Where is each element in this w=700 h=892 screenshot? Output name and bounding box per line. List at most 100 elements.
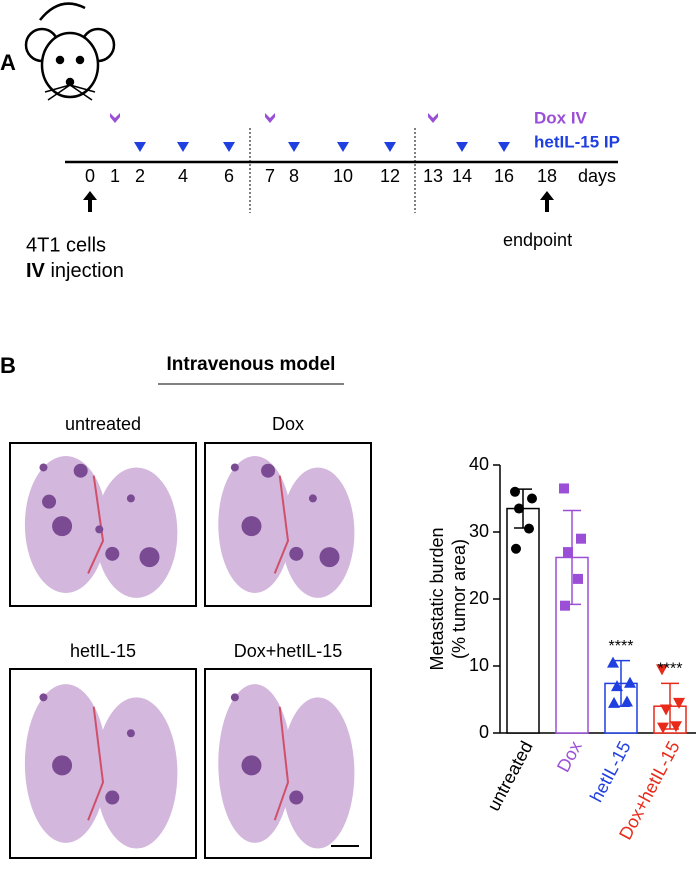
end-arrow	[540, 191, 554, 200]
lobe	[281, 697, 355, 849]
hetil-marker	[223, 142, 235, 152]
data-point	[656, 664, 668, 676]
day-label: 13	[423, 166, 443, 186]
tumor-spot	[39, 693, 48, 702]
data-point	[514, 503, 524, 514]
day-label: 14	[452, 166, 472, 186]
y-tick-label: 0	[479, 722, 489, 742]
start-text2: injection	[50, 260, 123, 282]
tumor-spot	[42, 494, 57, 509]
lobe	[95, 467, 178, 598]
tumor-spot	[39, 463, 48, 472]
tumor-spot	[52, 755, 73, 776]
tumor-spot	[126, 494, 135, 503]
significance: ****	[658, 661, 683, 678]
bar-chart: 0 10 20 30 40 Metastatic burden (% tumor area)…	[427, 454, 696, 843]
tumor-spot	[105, 790, 120, 805]
hetil-marker	[288, 142, 300, 152]
image-label: hetIL-15	[70, 641, 136, 661]
data-point	[563, 547, 573, 558]
tumor-spot	[289, 790, 304, 805]
vessel	[87, 475, 105, 574]
data-point	[624, 676, 636, 688]
hetil-marker	[177, 142, 189, 152]
data-point	[559, 483, 569, 494]
day-label: 8	[289, 166, 299, 186]
tumor-spot	[73, 463, 88, 478]
x-tick-label: hetIL-15	[586, 738, 635, 806]
data-point	[657, 722, 669, 734]
day-label: 1	[110, 166, 120, 186]
panel-title: Intravenous model	[167, 354, 336, 375]
data-point	[608, 696, 620, 708]
data-point	[576, 533, 586, 544]
tumor-spot	[230, 693, 239, 702]
hetil-marker	[384, 142, 396, 152]
day-label: 18	[537, 166, 557, 186]
lobe	[95, 697, 178, 849]
y-axis-label: (% tumor area)	[449, 539, 469, 659]
panel-label: A	[0, 50, 16, 75]
tumor-spot	[289, 546, 304, 561]
data-point	[660, 704, 672, 716]
image-label: Dox+hetIL-15	[234, 641, 343, 661]
tumor-spot	[319, 547, 340, 568]
start-text: 4T1 cells	[26, 234, 106, 256]
days-label: days	[578, 166, 616, 186]
data-point	[607, 656, 619, 668]
data-point	[670, 721, 682, 733]
tumor-spot	[95, 525, 104, 534]
tumor-spot	[230, 463, 239, 472]
tumor-spot	[126, 729, 135, 738]
dox-marker	[110, 113, 120, 123]
day-label: 16	[494, 166, 514, 186]
vessel	[87, 706, 105, 821]
bar	[506, 507, 540, 734]
data-point	[621, 695, 633, 707]
data-point	[527, 493, 537, 504]
hetil-marker	[456, 142, 468, 152]
tumor-spot	[139, 547, 160, 568]
dox-marker	[265, 113, 275, 123]
data-point	[611, 680, 623, 692]
tumor-spot	[105, 546, 120, 561]
day-label: 7	[265, 166, 275, 186]
dox-marker	[428, 113, 438, 123]
day-label: 4	[178, 166, 188, 186]
data-point	[510, 486, 520, 497]
y-axis-label: Metastatic burden	[427, 527, 447, 670]
data-point	[573, 573, 583, 584]
data-point	[524, 523, 534, 534]
route: IV	[26, 260, 46, 282]
legend-hetil: hetIL-15 IP	[534, 132, 620, 151]
y-tick-label: 40	[469, 454, 489, 474]
day-label: 12	[380, 166, 400, 186]
lobe	[281, 467, 355, 598]
data-point	[673, 697, 685, 709]
y-tick-label: 10	[469, 655, 489, 675]
tumor-spot	[241, 516, 262, 537]
x-tick-label: Dox	[553, 738, 586, 776]
y-tick-label: 30	[469, 521, 489, 541]
y-tick-label: 20	[469, 588, 489, 608]
significance: ****	[609, 638, 634, 655]
histology-images: untreated Dox hetIL-15 Dox+hetIL-15	[9, 414, 372, 859]
hetil-marker	[337, 142, 349, 152]
panel-label: B	[0, 353, 16, 378]
tumor-spot	[241, 755, 262, 776]
image-label: Dox	[272, 414, 304, 434]
day-label: 6	[224, 166, 234, 186]
tumor-spot	[261, 463, 276, 478]
day-label: 2	[135, 166, 145, 186]
vessel	[273, 706, 290, 821]
vessel	[273, 475, 290, 574]
legend-dox: Dox IV	[534, 108, 588, 127]
end-text: endpoint	[503, 230, 572, 250]
data-point	[560, 600, 570, 611]
image-label: untreated	[65, 414, 141, 434]
data-point	[511, 543, 521, 554]
tumor-spot	[308, 494, 317, 503]
mouse-icon	[24, 2, 116, 101]
